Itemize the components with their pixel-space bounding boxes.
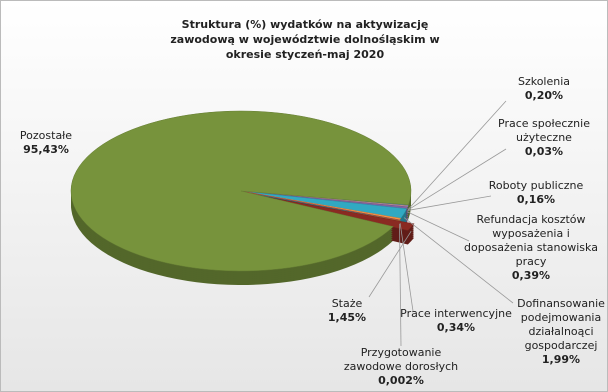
category-label: Przygotowanie zawodowe dorosłych [343, 346, 459, 373]
chart-title: Struktura (%) wydatków na aktywizację za… [170, 18, 440, 61]
value-label: 0,34% [436, 321, 476, 334]
value-label: 95,43% [23, 143, 69, 156]
value-label: 0,20% [524, 89, 564, 102]
value-label: 0,16% [516, 193, 556, 206]
data-label: Dofinansowanie podejmowania działalnoąci… [511, 297, 607, 367]
value-label: 1,45% [327, 311, 367, 324]
slice [240, 190, 400, 221]
leader-line [368, 230, 412, 298]
slice [70, 110, 412, 272]
leader-line [407, 211, 470, 242]
category-label: Roboty publiczne [488, 179, 584, 192]
leader-line [407, 195, 492, 211]
value-label: 1,99% [541, 353, 581, 366]
value-label: 0,002% [378, 374, 424, 387]
data-label: Staże 1,45% [317, 297, 377, 325]
category-label: Refundacja kosztów wyposażenia i doposaż… [464, 213, 598, 268]
data-label: Przygotowanie zawodowe dorosłych 0,002% [336, 346, 466, 388]
category-label: Prace interwencyjne [400, 307, 512, 320]
leader-line [407, 148, 507, 211]
data-label: Roboty publiczne 0,16% [476, 179, 596, 207]
category-label: Staże [331, 297, 363, 310]
data-label: Prace interwencyjne 0,34% [396, 307, 516, 335]
leader-line [399, 223, 402, 347]
category-label: Szkolenia [517, 75, 571, 88]
value-label: 0,03% [524, 145, 564, 158]
leader-line [399, 223, 414, 312]
data-label: Pozostałe 95,43% [1, 129, 91, 157]
leader-line [407, 100, 507, 210]
data-label: Prace społecznie użyteczne 0,03% [489, 117, 599, 159]
category-label: Dofinansowanie podejmowania działalnoąci… [517, 297, 605, 352]
data-label: Szkolenia 0,20% [499, 75, 589, 103]
leader-line [403, 217, 514, 304]
data-label: Refundacja kosztów wyposażenia i doposaż… [461, 213, 601, 283]
category-label: Prace społecznie użyteczne [498, 117, 590, 144]
category-label: Pozostałe [19, 129, 73, 142]
value-label: 0,39% [511, 269, 551, 282]
